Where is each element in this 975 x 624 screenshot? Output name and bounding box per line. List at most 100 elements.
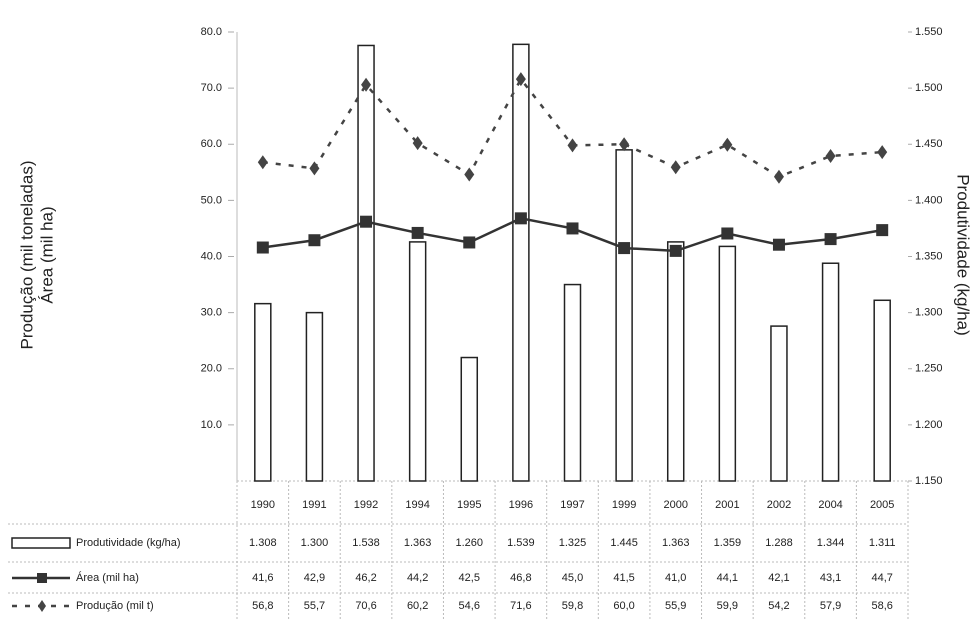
x-tick-label: 1997 [560, 499, 584, 511]
data-label: 58,6 [871, 600, 892, 612]
y2-tick-label: 1.500 [915, 82, 943, 94]
marker [772, 238, 785, 251]
marker [256, 241, 269, 254]
y2-tick-label: 1.150 [915, 475, 943, 487]
data-label: 44,7 [871, 572, 892, 584]
x-tick-label: 1994 [405, 499, 429, 511]
data-label: 55,7 [304, 600, 325, 612]
data-label: 45,0 [562, 572, 583, 584]
y-tick-label: 50.0 [201, 194, 222, 206]
marker [722, 137, 733, 152]
marker [566, 222, 579, 235]
marker [877, 145, 888, 160]
bar [873, 299, 891, 482]
y2-tick-label: 1.400 [915, 194, 943, 206]
data-label: 1.260 [456, 537, 484, 549]
legend-swatch [38, 600, 46, 612]
data-label: 1.300 [301, 537, 329, 549]
x-tick-label: 1990 [251, 499, 275, 511]
marker [721, 227, 734, 240]
data-label: 1.288 [765, 537, 793, 549]
bar [408, 241, 427, 482]
legend-swatch [11, 537, 71, 549]
y-tick-label: 40.0 [201, 250, 222, 262]
marker [257, 155, 268, 170]
data-label: 59,9 [717, 600, 738, 612]
x-tick-label: 1991 [302, 499, 326, 511]
bar [666, 241, 685, 482]
marker [361, 77, 372, 92]
y-tick-label: 20.0 [201, 363, 222, 375]
y2-tick-label: 1.300 [915, 307, 943, 319]
data-label: 60,0 [613, 600, 634, 612]
data-label: 54,2 [768, 600, 789, 612]
bar [770, 325, 788, 482]
data-label: 43,1 [820, 572, 841, 584]
marker [515, 72, 526, 87]
data-label: 1.538 [352, 537, 380, 549]
y2-axis-label: Produtividade (kg/ha) [954, 174, 973, 336]
marker [773, 169, 784, 184]
x-tick-label: 2004 [818, 499, 842, 511]
x-tick-label: 1996 [509, 499, 533, 511]
bar [357, 44, 375, 482]
data-label: 1.308 [249, 537, 277, 549]
data-label: 1.359 [714, 537, 742, 549]
data-label: 42,9 [304, 572, 325, 584]
data-label: 1.539 [507, 537, 535, 549]
data-label: 42,5 [459, 572, 480, 584]
bar [821, 262, 840, 482]
legend-swatch [37, 573, 47, 583]
marker [308, 234, 321, 247]
data-label: 1.445 [610, 537, 638, 549]
marker [411, 226, 424, 239]
y-tick-label: 70.0 [201, 82, 222, 94]
marker [876, 224, 889, 237]
data-label: 56,8 [252, 600, 273, 612]
marker [412, 136, 423, 151]
x-tick-label: 1992 [354, 499, 378, 511]
marker [567, 138, 578, 153]
data-label: 42,1 [768, 572, 789, 584]
data-label: 54,6 [459, 600, 480, 612]
data-label: 71,6 [510, 600, 531, 612]
data-label: 46,8 [510, 572, 531, 584]
marker [618, 242, 631, 255]
marker [464, 167, 475, 182]
data-label: 70,6 [355, 600, 376, 612]
legend-label: Área (mil ha) [76, 571, 139, 584]
y-axis-label: Produção (mil toneladas) [17, 161, 36, 350]
marker [669, 244, 682, 257]
data-label: 41,5 [613, 572, 634, 584]
bar [563, 283, 582, 482]
legend-label: Produtividade (kg/ha) [76, 537, 181, 549]
y-axis-label: Área (mil ha) [37, 206, 56, 303]
bar [615, 149, 633, 482]
bar [512, 43, 530, 482]
bar [254, 302, 272, 482]
marker [670, 160, 681, 175]
bar [460, 356, 479, 482]
data-label: 1.363 [662, 537, 690, 549]
data-label: 44,2 [407, 572, 428, 584]
data-label: 41,6 [252, 572, 273, 584]
x-tick-label: 2001 [715, 499, 739, 511]
marker [360, 215, 373, 228]
data-label: 59,8 [562, 600, 583, 612]
data-label: 57,9 [820, 600, 841, 612]
marker [514, 212, 527, 225]
data-label: 1.311 [869, 537, 896, 549]
marker [619, 137, 630, 152]
data-label: 41,0 [665, 572, 686, 584]
y-tick-label: 60.0 [201, 138, 222, 150]
y-tick-label: 80.0 [201, 26, 222, 38]
x-tick-label: 2000 [663, 499, 687, 511]
y2-tick-label: 1.200 [915, 419, 943, 431]
data-label: 55,9 [665, 600, 686, 612]
bar [305, 311, 324, 482]
x-tick-label: 2002 [767, 499, 791, 511]
data-label: 1.344 [817, 537, 845, 549]
data-label: 46,2 [355, 572, 376, 584]
y2-tick-label: 1.250 [915, 363, 943, 375]
